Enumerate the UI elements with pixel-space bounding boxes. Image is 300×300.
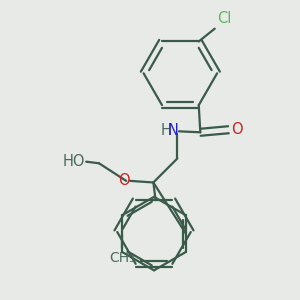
Text: O: O [231,122,243,136]
Text: N: N [168,123,179,138]
Text: O: O [118,173,129,188]
Text: Cl: Cl [217,11,231,26]
Text: CH₃: CH₃ [109,251,135,265]
Text: HO: HO [63,154,85,169]
Text: H: H [161,123,172,138]
